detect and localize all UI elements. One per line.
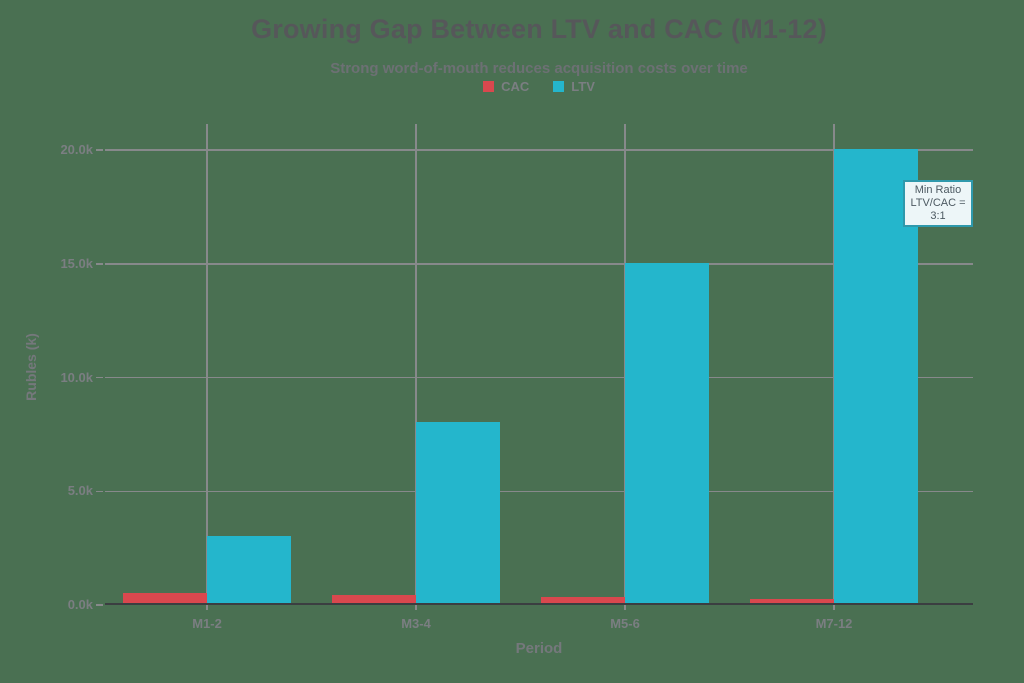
- y-tick-label: 20.0k: [60, 142, 93, 157]
- x-tick-label: M7-12: [815, 616, 853, 631]
- gridline-vertical: [415, 124, 417, 603]
- legend-swatch-ltv: [553, 81, 565, 92]
- y-tick-label: 5.0k: [67, 483, 93, 499]
- x-tick-label: M5-6: [610, 616, 640, 631]
- bar-cac-m5-6[interactable]: [541, 597, 625, 604]
- bar-ltv-m3-4[interactable]: [416, 422, 500, 604]
- y-tick-mark: [96, 149, 103, 151]
- legend-swatch-cac: [483, 81, 495, 92]
- legend-item-cac[interactable]: CAC: [483, 79, 529, 94]
- y-tick-label: 0.0k: [67, 597, 93, 612]
- legend-label-ltv: LTV: [571, 79, 595, 94]
- y-tick-mark: [96, 604, 103, 606]
- gridline-horizontal: [105, 490, 973, 492]
- x-tick-mark: [624, 605, 626, 610]
- x-tick-label: M1-2: [192, 616, 222, 631]
- legend-item-ltv[interactable]: LTV: [553, 79, 595, 94]
- gridline-horizontal: [105, 149, 973, 151]
- bar-cac-m1-2[interactable]: [123, 592, 207, 604]
- x-axis-title: Period: [515, 640, 563, 657]
- plot-area: Min Ratio LTV/CAC = 3:1 0.0k 5.0k 10.0k 15.…: [60, 124, 973, 631]
- bar-cac-m3-4[interactable]: [332, 594, 416, 604]
- gridline-horizontal: [105, 263, 973, 265]
- chart-subtitle: Strong word-of-mouth reduces acquisition…: [330, 60, 748, 77]
- y-tick-mark: [96, 490, 103, 492]
- annotation-line2: LTV/CAC = 3:1: [910, 197, 966, 222]
- y-tick-mark: [96, 263, 103, 265]
- annotation-line1: Min Ratio: [914, 184, 962, 196]
- y-tick-label: 15.0k: [60, 255, 93, 271]
- legend: CAC LTV: [105, 79, 973, 94]
- bar-ltv-m1-2[interactable]: [207, 535, 291, 604]
- gridline-vertical: [206, 124, 208, 603]
- x-axis-line: [105, 603, 973, 605]
- bar-cac-m7-12[interactable]: [750, 599, 834, 604]
- x-tick-label: M3-4: [401, 616, 431, 631]
- x-tick-mark: [833, 605, 835, 610]
- y-axis-title: Rubles (k): [23, 333, 39, 401]
- y-tick-label: 10.0k: [60, 369, 93, 385]
- gridline-horizontal: [105, 376, 973, 379]
- chart-title: Growing Gap Between LTV and CAC (M1-12): [251, 14, 827, 44]
- x-tick-mark: [415, 605, 417, 610]
- bar-ltv-m5-6[interactable]: [625, 262, 709, 604]
- annotation-min-ratio: Min Ratio LTV/CAC = 3:1: [903, 180, 973, 227]
- legend-label-cac: CAC: [501, 79, 530, 94]
- x-tick-mark: [206, 605, 208, 610]
- y-tick-mark: [96, 376, 103, 379]
